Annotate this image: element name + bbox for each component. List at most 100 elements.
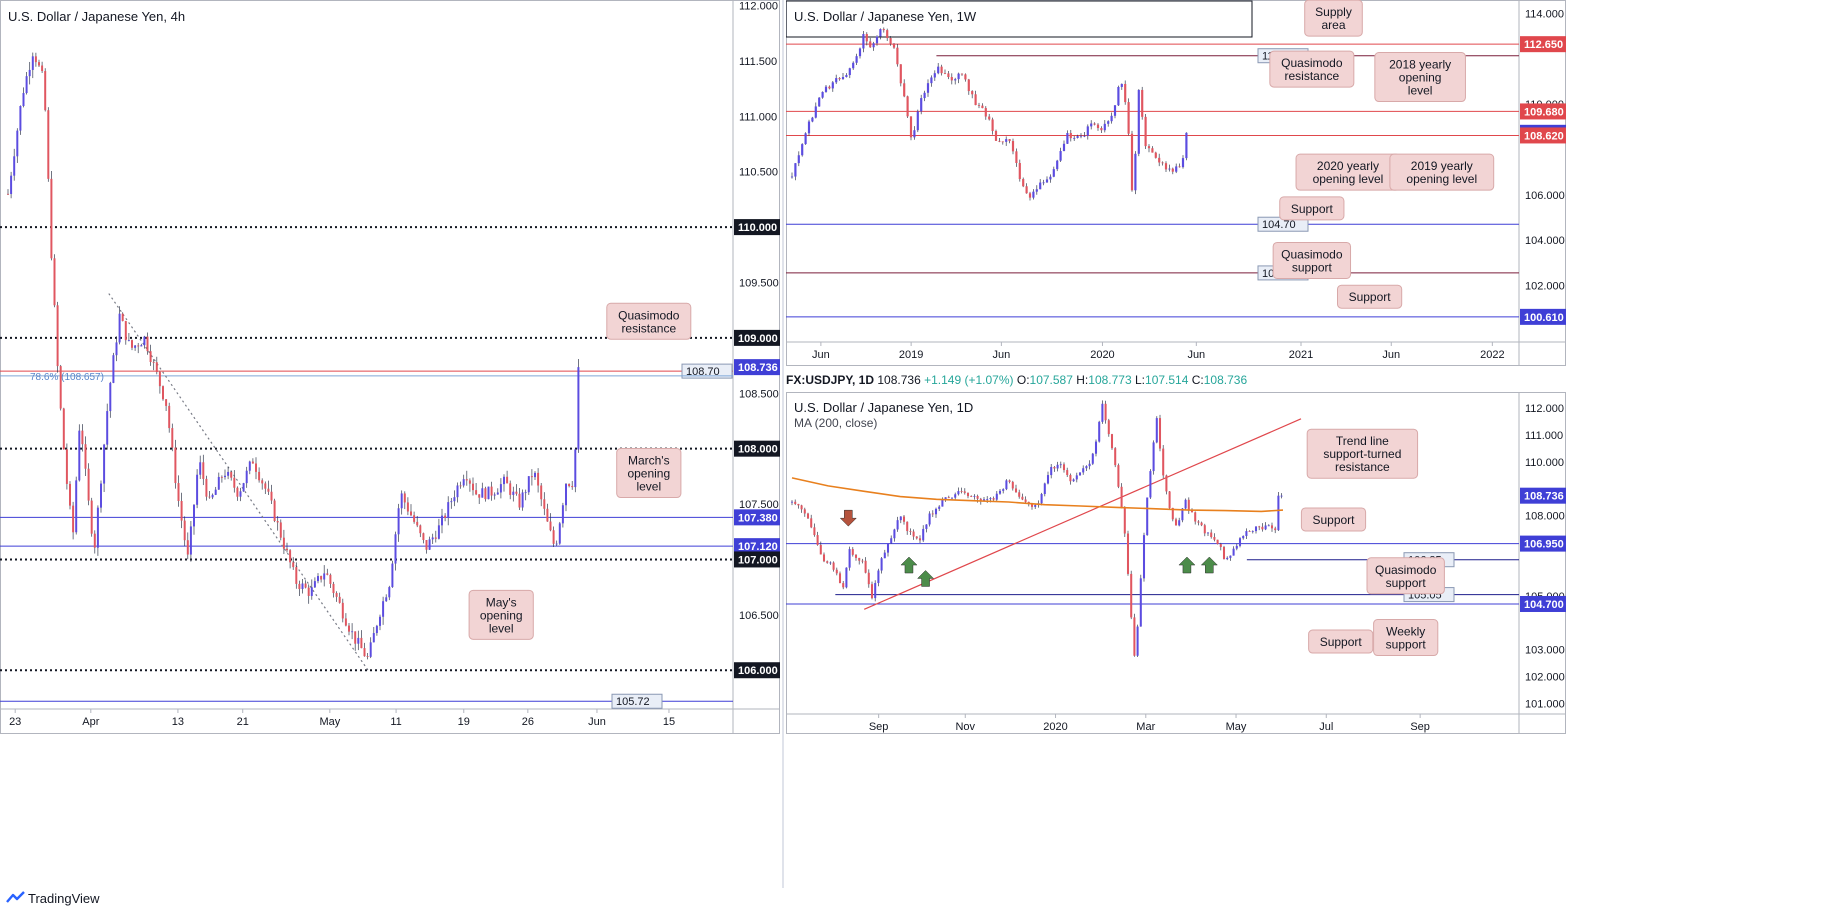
- candle-body: [1062, 464, 1066, 471]
- candle-body: [41, 65, 44, 72]
- annotation-text: 2020 yearly: [1317, 159, 1379, 173]
- candle-body: [1056, 160, 1059, 170]
- annotation-callout: [1306, 428, 1419, 479]
- candle-body: [1174, 519, 1178, 526]
- candle-body: [546, 508, 549, 522]
- candle-body: [332, 583, 335, 594]
- time-tick-label: 15: [663, 716, 675, 728]
- candle-body: [964, 74, 967, 80]
- candle-body: [869, 41, 872, 48]
- candle-body: [938, 506, 941, 509]
- candle-body: [75, 480, 78, 533]
- tradingview-logo-icon: [6, 891, 25, 903]
- chart-panel-4h[interactable]: 106.500 107.500 108.500 109.500 110.500 111.0…: [0, 0, 780, 734]
- candle-body: [121, 313, 124, 322]
- candle-body: [930, 77, 933, 84]
- candle-body: [807, 121, 811, 134]
- candle-body: [1203, 525, 1206, 534]
- candle-body: [838, 78, 841, 80]
- time-tick-label: Mar: [1136, 721, 1155, 733]
- candle-body: [326, 573, 329, 575]
- candle-body: [806, 513, 810, 519]
- candle-body: [1136, 626, 1139, 656]
- candle-body: [317, 576, 319, 582]
- candle-body: [855, 56, 858, 63]
- candle-body: [357, 637, 360, 644]
- candle-body: [561, 505, 564, 524]
- candle-body: [131, 340, 133, 348]
- candle-body: [137, 345, 140, 347]
- annotation-text: March's: [628, 454, 670, 468]
- candle-body: [1075, 475, 1078, 480]
- candle-body: [916, 111, 919, 131]
- candle-body: [1082, 468, 1085, 473]
- candle-body: [909, 531, 912, 532]
- candle-body: [375, 625, 378, 634]
- candle-body: [1168, 491, 1171, 508]
- candle-body: [790, 501, 794, 503]
- candle-body: [1049, 176, 1052, 180]
- candle-body: [1258, 526, 1261, 528]
- candle-body: [149, 351, 152, 363]
- candle-body: [1127, 102, 1130, 134]
- candle-body: [214, 489, 217, 495]
- annotation-callout: [1308, 629, 1374, 654]
- chart-panel-1d[interactable]: 101.000102.000103.000105.000108.000110.0…: [786, 392, 1566, 734]
- candle-body: [1062, 143, 1066, 152]
- time-tick-label: 23: [9, 716, 21, 728]
- annotation-text: support: [1292, 260, 1333, 274]
- candle-body: [518, 493, 521, 508]
- candle-body: [1206, 532, 1210, 534]
- info-open: 107.587: [1029, 373, 1073, 387]
- candle-body: [512, 491, 515, 495]
- price-tick-label: 108.000: [1525, 510, 1565, 522]
- candle-body: [1190, 510, 1194, 513]
- candle-body: [366, 656, 369, 657]
- chart-panel-1w[interactable]: 102.000104.000106.000110.000114.000Jun20…: [786, 0, 1566, 366]
- price-tag-text: 110.000: [738, 222, 777, 234]
- candle-body: [1066, 470, 1069, 475]
- candle-body: [208, 496, 211, 498]
- candle-body: [65, 449, 68, 484]
- candle-body: [540, 485, 543, 500]
- annotation-text: area: [1321, 18, 1345, 32]
- price-tag: [734, 329, 780, 346]
- candle-body: [890, 538, 893, 544]
- candle-body: [981, 105, 984, 109]
- annotation-text: resistance: [621, 321, 676, 335]
- candle-body: [848, 68, 851, 76]
- candle-body: [251, 461, 254, 464]
- time-tick-label: Jun: [812, 349, 830, 361]
- candle-body: [988, 116, 991, 120]
- annotation-callout: [606, 302, 692, 340]
- candle-body: [1149, 471, 1152, 498]
- candle-body: [468, 480, 471, 484]
- candle-body: [521, 492, 524, 508]
- candle-body: [899, 64, 902, 84]
- candle-body: [267, 488, 270, 492]
- chart-title-4h: U.S. Dollar / Japanese Yen, 4h: [8, 9, 186, 24]
- candle-body: [96, 507, 99, 548]
- candle-body: [568, 483, 571, 487]
- info-symbol: FX:USDJPY, 1D: [786, 373, 875, 387]
- candle-body: [1083, 135, 1086, 137]
- candle-body: [1030, 503, 1034, 507]
- candle-body: [957, 73, 960, 80]
- candle-body: [1158, 418, 1162, 449]
- candle-body: [171, 428, 174, 448]
- candle-body: [1171, 507, 1174, 520]
- candle-body: [875, 36, 879, 44]
- time-tick-label: May: [319, 716, 340, 728]
- candle-body: [967, 79, 970, 92]
- time-tick-label: Sep: [869, 721, 889, 733]
- candle-body: [995, 493, 998, 500]
- candle-body: [867, 572, 870, 585]
- candle-body: [976, 495, 979, 499]
- candle-body: [1028, 193, 1032, 198]
- time-tick-label: 13: [172, 716, 184, 728]
- annotation-text: 2018 yearly: [1389, 58, 1451, 72]
- candle-body: [1210, 532, 1213, 537]
- candle-body: [794, 501, 797, 504]
- candle-body: [1101, 403, 1104, 422]
- candle-body: [845, 567, 848, 588]
